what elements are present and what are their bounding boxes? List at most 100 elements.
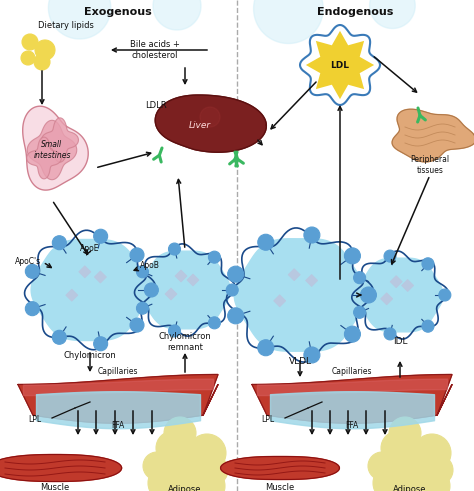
Circle shape [304, 347, 320, 363]
Circle shape [397, 485, 433, 491]
Text: Chylomicron
remnant: Chylomicron remnant [159, 332, 211, 352]
Text: Capillaries: Capillaries [332, 367, 372, 377]
Circle shape [345, 326, 360, 342]
Polygon shape [79, 266, 91, 278]
Circle shape [360, 287, 376, 303]
Text: Adipose: Adipose [168, 486, 202, 491]
Text: LDLR: LDLR [145, 101, 167, 109]
Circle shape [413, 434, 451, 472]
Text: Chylomicron: Chylomicron [64, 351, 117, 359]
Circle shape [368, 452, 396, 480]
Polygon shape [306, 274, 318, 287]
Circle shape [143, 452, 171, 480]
Polygon shape [155, 95, 266, 152]
Circle shape [156, 431, 190, 465]
Text: FFA: FFA [346, 420, 359, 430]
Circle shape [258, 234, 274, 250]
Circle shape [209, 317, 220, 329]
Circle shape [164, 417, 196, 449]
Circle shape [388, 446, 432, 490]
Text: LPL: LPL [28, 415, 42, 425]
Polygon shape [94, 271, 106, 283]
Text: ApoC's: ApoC's [15, 257, 41, 267]
Circle shape [422, 258, 434, 270]
Text: Bile acids +
cholesterol: Bile acids + cholesterol [130, 40, 180, 60]
Polygon shape [254, 0, 323, 44]
Polygon shape [0, 455, 122, 482]
Text: ApoE: ApoE [80, 244, 100, 252]
Circle shape [373, 464, 411, 491]
Text: Muscle: Muscle [265, 484, 295, 491]
Circle shape [226, 284, 238, 296]
Polygon shape [308, 33, 372, 97]
Circle shape [198, 455, 228, 485]
Circle shape [258, 340, 274, 356]
Polygon shape [401, 279, 414, 292]
Polygon shape [370, 0, 415, 28]
Circle shape [389, 417, 421, 449]
Polygon shape [140, 251, 230, 329]
Circle shape [25, 301, 39, 316]
Text: Liver: Liver [189, 120, 211, 130]
Polygon shape [23, 106, 88, 190]
Polygon shape [27, 120, 77, 180]
Circle shape [422, 320, 434, 332]
Polygon shape [288, 269, 300, 281]
Circle shape [163, 446, 207, 490]
Polygon shape [252, 375, 452, 423]
Text: VLDL: VLDL [289, 357, 311, 366]
Circle shape [304, 227, 320, 243]
Circle shape [21, 51, 35, 65]
Circle shape [381, 431, 415, 465]
Polygon shape [165, 288, 177, 300]
Text: FFA: FFA [111, 420, 125, 430]
Circle shape [410, 466, 450, 491]
Text: Dietary lipids: Dietary lipids [38, 21, 94, 29]
Circle shape [423, 455, 453, 485]
Circle shape [34, 54, 50, 70]
Circle shape [228, 308, 244, 324]
Circle shape [354, 306, 365, 318]
Text: Endogenous: Endogenous [317, 7, 393, 17]
Polygon shape [200, 107, 220, 127]
Circle shape [25, 264, 39, 278]
Circle shape [172, 485, 208, 491]
Circle shape [22, 34, 38, 50]
Circle shape [354, 272, 365, 284]
Circle shape [94, 337, 108, 351]
Circle shape [209, 251, 220, 263]
Polygon shape [392, 109, 474, 162]
Text: ApoB: ApoB [140, 261, 160, 270]
Circle shape [148, 464, 186, 491]
Text: Muscle: Muscle [40, 484, 70, 491]
Polygon shape [381, 293, 392, 305]
Text: Small
intestines: Small intestines [33, 140, 71, 160]
Polygon shape [273, 295, 286, 307]
Polygon shape [27, 137, 62, 179]
Text: Exogenous: Exogenous [84, 7, 152, 17]
Polygon shape [153, 0, 201, 30]
Circle shape [52, 330, 66, 344]
Polygon shape [175, 270, 187, 282]
Circle shape [228, 266, 244, 282]
Circle shape [168, 243, 181, 255]
Circle shape [130, 248, 144, 262]
Text: LDL: LDL [330, 60, 349, 70]
Text: Capillaries: Capillaries [98, 367, 138, 377]
Polygon shape [66, 289, 78, 301]
Circle shape [188, 434, 226, 472]
Circle shape [94, 229, 108, 243]
Circle shape [145, 283, 158, 297]
Polygon shape [357, 258, 443, 332]
Circle shape [137, 302, 148, 314]
Circle shape [185, 466, 225, 491]
Polygon shape [18, 375, 218, 423]
Text: LPL: LPL [262, 415, 274, 425]
Circle shape [345, 248, 360, 264]
Circle shape [168, 325, 181, 337]
Polygon shape [234, 239, 366, 351]
Polygon shape [42, 118, 79, 162]
Text: Peripheral
tissues: Peripheral tissues [410, 155, 449, 175]
Circle shape [52, 236, 66, 250]
Polygon shape [31, 240, 149, 340]
